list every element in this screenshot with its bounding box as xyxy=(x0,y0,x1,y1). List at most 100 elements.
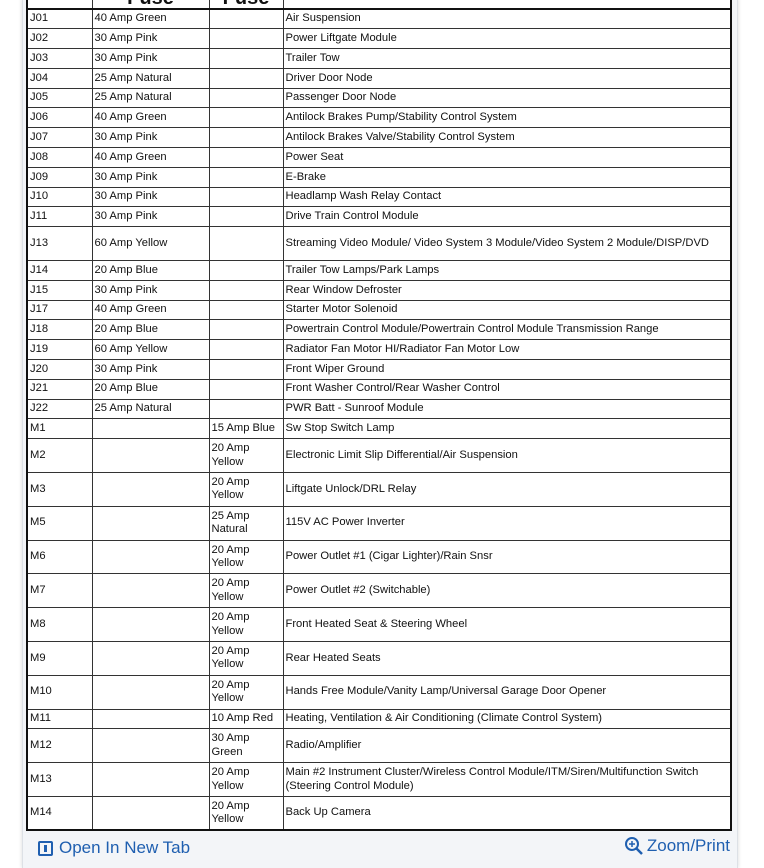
table-row: M12 30 Amp Green Radio/Amplifier xyxy=(26,728,732,764)
cartridge-fuse-cell: 30 Amp Pink xyxy=(91,359,210,380)
mini-fuse-cell: 20 Amp Yellow xyxy=(208,674,284,710)
description-cell: Starter Motor Solenoid xyxy=(282,299,732,321)
header-cell: Fuse xyxy=(208,0,284,10)
header-cell xyxy=(282,0,732,10)
cartridge-fuse-cell: 25 Amp Natural xyxy=(91,87,210,109)
mini-fuse-cell: 15 Amp Blue xyxy=(208,418,284,440)
cartridge-fuse-cell xyxy=(91,728,210,764)
cavity-cell: J20 xyxy=(26,359,93,380)
description-cell: Rear Heated Seats xyxy=(282,641,732,676)
cavity-cell: M2 xyxy=(26,438,93,474)
mini-fuse-cell xyxy=(208,166,284,188)
cartridge-fuse-cell: 30 Amp Pink xyxy=(91,206,210,228)
header-cell: Fuse xyxy=(91,0,210,10)
cavity-cell: M1 xyxy=(26,418,93,440)
mini-fuse-cell xyxy=(208,87,284,109)
cavity-cell: J09 xyxy=(26,166,93,188)
mini-fuse-cell xyxy=(208,226,284,262)
description-cell: PWR Batt - Sunroof Module xyxy=(282,398,732,420)
open-in-new-tab-link[interactable]: Open In New Tab xyxy=(38,838,190,858)
cartridge-fuse-cell: 20 Amp Blue xyxy=(91,319,210,341)
open-in-new-tab-label: Open In New Tab xyxy=(59,838,191,857)
cartridge-fuse-cell xyxy=(91,472,210,507)
open-new-tab-icon xyxy=(38,840,53,856)
table-row: M3 20 Amp Yellow Liftgate Unlock/DRL Relay xyxy=(26,472,732,507)
table-row: J06 40 Amp Green Antilock Brakes Pump/Stab… xyxy=(26,107,732,129)
cavity-cell: J06 xyxy=(26,107,93,129)
zoom-print-link[interactable]: Zoom/Print xyxy=(624,836,730,856)
table-row: J11 30 Amp Pink Drive Train Control Module xyxy=(26,206,732,228)
table-row: J22 25 Amp Natural PWR Batt - Sunroof Modu… xyxy=(26,398,732,420)
description-cell: 115V AC Power Inverter xyxy=(282,505,732,541)
mini-fuse-cell xyxy=(208,67,284,89)
mini-fuse-cell xyxy=(208,299,284,321)
cartridge-fuse-cell: 30 Amp Pink xyxy=(91,186,210,208)
description-cell: Passenger Door Node xyxy=(282,87,732,109)
table-row: J15 30 Amp Pink Rear Window Defroster xyxy=(26,279,732,301)
cavity-cell: J18 xyxy=(26,319,93,341)
cartridge-fuse-cell: 20 Amp Blue xyxy=(91,378,210,400)
cavity-cell: M7 xyxy=(26,573,93,609)
table-row: M5 25 Amp Natural 115V AC Power Inverter xyxy=(26,505,732,541)
mini-fuse-cell: 20 Amp Yellow xyxy=(208,472,284,507)
table-row: M7 20 Amp Yellow Power Outlet #2 (Switchab… xyxy=(26,573,732,609)
zoom-in-icon xyxy=(624,837,643,855)
table-header: Fuse Fuse xyxy=(26,0,732,10)
cartridge-fuse-cell xyxy=(91,607,210,643)
table-row: J05 25 Amp Natural Passenger Door Node xyxy=(26,87,732,109)
mini-fuse-cell: 20 Amp Yellow xyxy=(208,438,284,474)
mini-fuse-cell: 30 Amp Green xyxy=(208,728,284,764)
table-row: M2 20 Amp Yellow Electronic Limit Slip Dif… xyxy=(26,438,732,474)
cartridge-fuse-cell: 30 Amp Pink xyxy=(91,28,210,50)
mini-fuse-cell xyxy=(208,359,284,380)
description-cell: Power Seat xyxy=(282,147,732,168)
cavity-cell: J15 xyxy=(26,279,93,301)
table-row: J01 40 Amp Green Air Suspension xyxy=(26,8,732,30)
mini-fuse-cell xyxy=(208,186,284,208)
mini-fuse-cell xyxy=(208,206,284,228)
description-cell: Powertrain Control Module/Powertrain Con… xyxy=(282,319,732,341)
table-row: J18 20 Amp Blue Powertrain Control Module/… xyxy=(26,319,732,341)
cartridge-fuse-cell xyxy=(91,505,210,541)
description-cell: Rear Window Defroster xyxy=(282,279,732,301)
mini-fuse-cell xyxy=(208,8,284,30)
cartridge-fuse-cell: 40 Amp Green xyxy=(91,8,210,30)
table-row: M14 20 Amp Yellow Back Up Camera xyxy=(26,796,732,831)
mini-fuse-cell xyxy=(208,319,284,341)
cavity-cell: J10 xyxy=(26,186,93,208)
description-cell: Sw Stop Switch Lamp xyxy=(282,418,732,440)
mini-fuse-cell: 10 Amp Red xyxy=(208,708,284,730)
mini-fuse-cell xyxy=(208,398,284,420)
mini-fuse-cell xyxy=(208,378,284,400)
cavity-cell: M12 xyxy=(26,728,93,764)
table-row: J03 30 Amp Pink Trailer Tow xyxy=(26,48,732,69)
cavity-cell: M6 xyxy=(26,539,93,575)
description-cell: Front Heated Seat & Steering Wheel xyxy=(282,607,732,643)
cartridge-fuse-cell: 25 Amp Natural xyxy=(91,67,210,89)
cartridge-fuse-cell: 30 Amp Pink xyxy=(91,279,210,301)
cartridge-fuse-cell: 30 Amp Pink xyxy=(91,166,210,188)
description-cell: Antilock Brakes Pump/Stability Control S… xyxy=(282,107,732,129)
mini-fuse-cell: 20 Amp Yellow xyxy=(208,573,284,609)
cavity-cell: M3 xyxy=(26,472,93,507)
cartridge-fuse-cell xyxy=(91,539,210,575)
cartridge-fuse-cell: 30 Amp Pink xyxy=(91,48,210,69)
description-cell: Power Liftgate Module xyxy=(282,28,732,50)
description-cell: Trailer Tow xyxy=(282,48,732,69)
cartridge-fuse-cell xyxy=(91,418,210,440)
cavity-cell: J17 xyxy=(26,299,93,321)
cavity-cell: M13 xyxy=(26,762,93,797)
table-row: J20 30 Amp Pink Front Wiper Ground xyxy=(26,359,732,380)
mini-fuse-cell: 20 Amp Yellow xyxy=(208,796,284,831)
cartridge-fuse-cell: 25 Amp Natural xyxy=(91,398,210,420)
cavity-cell: J02 xyxy=(26,28,93,50)
cartridge-fuse-cell xyxy=(91,674,210,710)
table-row: J08 40 Amp Green Power Seat xyxy=(26,147,732,168)
mini-fuse-cell xyxy=(208,339,284,361)
description-cell: Headlamp Wash Relay Contact xyxy=(282,186,732,208)
table-row: J07 30 Amp Pink Antilock Brakes Valve/Stab… xyxy=(26,127,732,149)
table-row: M8 20 Amp Yellow Front Heated Seat & Steer… xyxy=(26,607,732,643)
description-cell: Air Suspension xyxy=(282,8,732,30)
cartridge-fuse-cell: 20 Amp Blue xyxy=(91,260,210,281)
